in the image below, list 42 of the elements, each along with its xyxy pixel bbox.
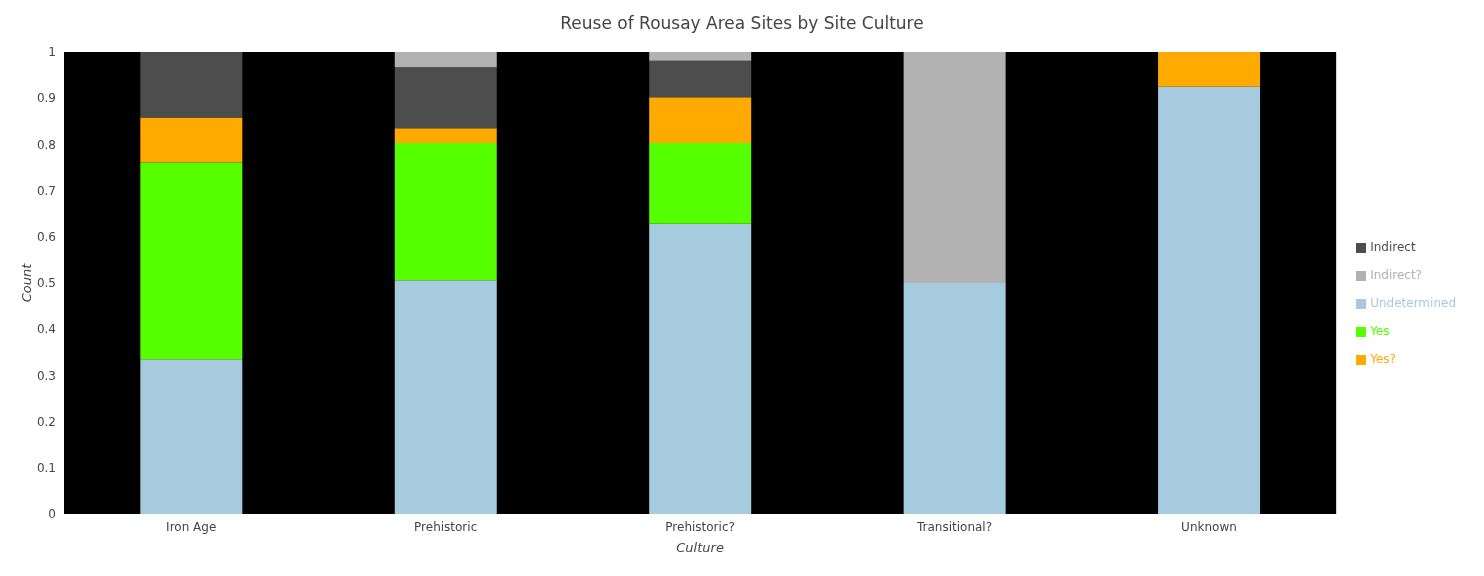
x-tick-label: Transitional? — [915, 519, 993, 534]
x-tick-label: Prehistoric — [414, 519, 478, 534]
bar — [394, 143, 497, 281]
y-tick-label: 0.4 — [36, 322, 56, 337]
x-tick-label: Unknown — [1181, 519, 1237, 534]
y-axis-title: Count — [18, 262, 34, 303]
legend-label: Yes — [1370, 324, 1390, 338]
bar — [1158, 86, 1261, 514]
bar — [649, 52, 752, 61]
legend-label: Indirect — [1370, 240, 1416, 254]
bar — [140, 162, 243, 360]
chart-title: Reuse of Rousay Area Sites by Site Culture — [559, 12, 925, 35]
bar — [140, 359, 243, 514]
y-tick-label: 0.2 — [36, 414, 56, 429]
bar — [649, 97, 752, 144]
bar — [394, 67, 497, 129]
bar — [649, 223, 752, 514]
y-tick-label: 0.8 — [36, 137, 56, 152]
bar — [649, 143, 752, 224]
y-tick-label: 0.6 — [36, 230, 56, 245]
bar — [394, 52, 497, 68]
bar — [1158, 52, 1261, 87]
bar — [140, 117, 243, 163]
legend-label: Yes? — [1370, 352, 1396, 366]
bar — [394, 128, 497, 144]
x-tick-label: Iron Age — [166, 519, 217, 534]
y-tick-label: 1 — [48, 45, 56, 60]
y-tick-label: 0.1 — [36, 461, 56, 476]
legend-label: Indirect? — [1370, 268, 1422, 282]
y-tick-label: 0.7 — [36, 183, 56, 198]
bar — [649, 60, 752, 98]
y-tick-label: 0.3 — [36, 368, 56, 383]
y-tick-label: 0.9 — [36, 91, 56, 106]
x-tick-label: Prehistoric? — [665, 519, 735, 534]
y-tick-label: 0.5 — [36, 276, 56, 291]
x-axis-title: Culture — [676, 540, 724, 555]
legend-label: Undetermined — [1370, 296, 1456, 310]
bar — [903, 283, 1006, 514]
bar — [394, 280, 497, 514]
bar — [903, 52, 1006, 283]
bar — [140, 52, 243, 118]
y-tick-label: 0 — [48, 507, 56, 522]
